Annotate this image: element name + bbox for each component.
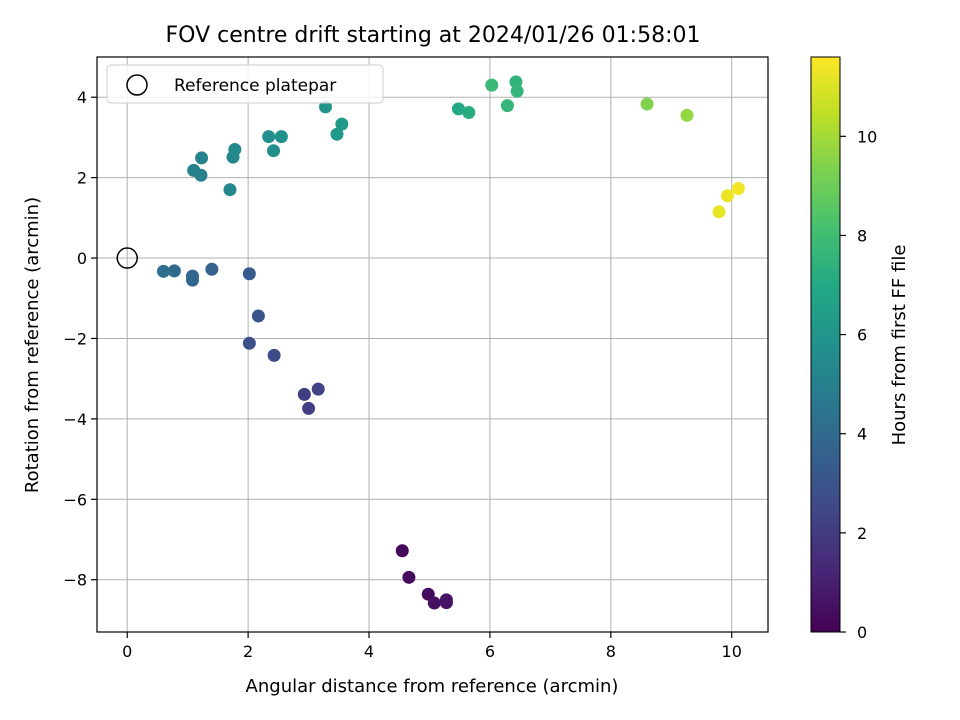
scatter-points xyxy=(156,75,745,610)
colorbar-tick-label: 0 xyxy=(857,623,867,642)
y-tick-label: 4 xyxy=(77,88,87,107)
colorbar-tick-label: 4 xyxy=(857,425,867,444)
legend: Reference platepar xyxy=(106,64,384,104)
colorbar: 0 2 4 6 8 10 Hours from first FF file xyxy=(810,56,910,642)
y-axis-ticks: −8 −6 −4 −2 0 2 4 xyxy=(63,88,97,590)
x-tick-label: 4 xyxy=(364,642,374,661)
x-axis-label: Angular distance from reference (arcmin) xyxy=(246,676,619,697)
data-point-9 xyxy=(267,348,281,362)
colorbar-gradient xyxy=(810,56,841,633)
data-point-21 xyxy=(223,183,237,197)
data-point-13 xyxy=(205,262,219,276)
data-point-20 xyxy=(195,151,209,165)
data-point-35 xyxy=(510,84,524,98)
data-point-19 xyxy=(194,168,208,182)
colorbar-tick-label: 6 xyxy=(857,326,867,345)
y-tick-label: −2 xyxy=(63,329,87,348)
reference-platepar-marker xyxy=(116,247,138,269)
data-point-33 xyxy=(500,99,514,113)
x-tick-label: 2 xyxy=(243,642,253,661)
data-point-40 xyxy=(731,181,745,195)
x-axis-ticks: 0 2 4 6 8 10 xyxy=(122,632,742,661)
data-point-30 xyxy=(451,102,465,116)
legend-entry-reference-platepar: Reference platepar xyxy=(174,76,336,96)
data-point-8 xyxy=(311,382,325,396)
data-point-37 xyxy=(680,108,694,122)
legend-box xyxy=(106,64,384,104)
data-point-6 xyxy=(297,387,311,401)
data-point-10 xyxy=(242,336,256,350)
legend-marker-open-circle xyxy=(126,74,148,96)
data-point-1 xyxy=(402,570,416,584)
y-tick-label: −6 xyxy=(63,490,87,509)
data-point-23 xyxy=(228,142,242,156)
data-point-0 xyxy=(395,544,409,558)
data-point-26 xyxy=(274,130,288,144)
x-tick-label: 6 xyxy=(485,642,495,661)
y-tick-label: −8 xyxy=(63,571,87,590)
x-tick-label: 8 xyxy=(606,642,616,661)
data-point-24 xyxy=(267,144,281,158)
y-tick-label: 0 xyxy=(77,249,87,268)
data-point-36 xyxy=(640,97,654,111)
data-point-31 xyxy=(462,105,476,119)
data-point-17 xyxy=(156,264,170,278)
data-point-15 xyxy=(186,273,200,287)
data-point-3 xyxy=(427,596,441,610)
data-point-5 xyxy=(439,596,453,610)
data-point-29 xyxy=(335,117,349,131)
data-point-25 xyxy=(262,130,276,144)
data-point-7 xyxy=(302,401,316,415)
colorbar-label: Hours from first FF file xyxy=(889,245,910,446)
data-point-39 xyxy=(720,189,734,203)
x-tick-label: 0 xyxy=(122,642,132,661)
y-tick-label: −4 xyxy=(63,410,87,429)
data-point-12 xyxy=(242,267,256,281)
data-point-28 xyxy=(330,127,344,141)
y-tick-label: 2 xyxy=(77,169,87,188)
colorbar-ticks: 0 2 4 6 8 10 xyxy=(840,127,877,642)
y-axis-label: Rotation from reference (arcmin) xyxy=(22,197,43,493)
data-point-38 xyxy=(712,205,726,219)
data-point-16 xyxy=(167,264,181,278)
data-point-27 xyxy=(319,100,333,114)
reference-marker xyxy=(116,247,138,269)
plot-frame xyxy=(96,56,769,633)
colorbar-tick-label: 8 xyxy=(857,226,867,245)
data-point-32 xyxy=(485,78,499,92)
colorbar-tick-label: 10 xyxy=(857,127,877,146)
colorbar-tick-label: 2 xyxy=(857,524,867,543)
chart-title: FOV centre drift starting at 2024/01/26 … xyxy=(166,23,701,48)
x-tick-label: 10 xyxy=(722,642,742,661)
data-point-11 xyxy=(251,309,265,323)
